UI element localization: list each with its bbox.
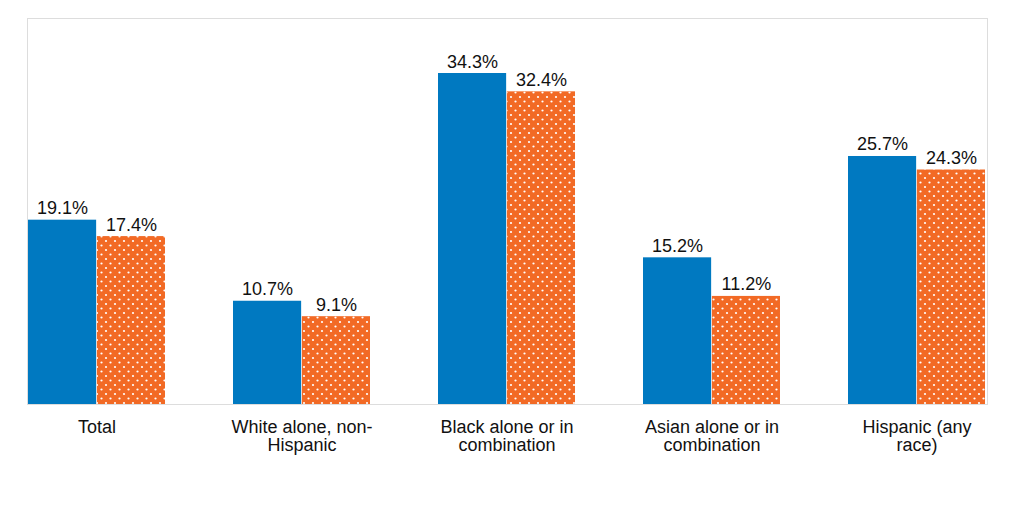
svg-text:Hispanic (anyrace): Hispanic (anyrace) <box>862 417 971 455</box>
svg-text:32.4%: 32.4% <box>516 70 567 90</box>
svg-text:15.2%: 15.2% <box>652 236 703 256</box>
svg-text:Asian alone or incombination: Asian alone or incombination <box>645 417 779 455</box>
svg-text:9.1%: 9.1% <box>316 295 357 315</box>
svg-text:17.4%: 17.4% <box>106 215 157 235</box>
svg-text:10.7%: 10.7% <box>242 279 293 299</box>
svg-text:Black alone or incombination: Black alone or incombination <box>440 417 573 455</box>
svg-text:White alone, non-Hispanic: White alone, non-Hispanic <box>231 417 372 455</box>
svg-text:34.3%: 34.3% <box>447 52 498 72</box>
svg-text:19.1%: 19.1% <box>37 198 88 218</box>
svg-text:25.7%: 25.7% <box>857 134 908 154</box>
svg-text:Total: Total <box>78 417 116 437</box>
svg-text:24.3%: 24.3% <box>926 148 977 168</box>
svg-text:11.2%: 11.2% <box>722 274 772 294</box>
